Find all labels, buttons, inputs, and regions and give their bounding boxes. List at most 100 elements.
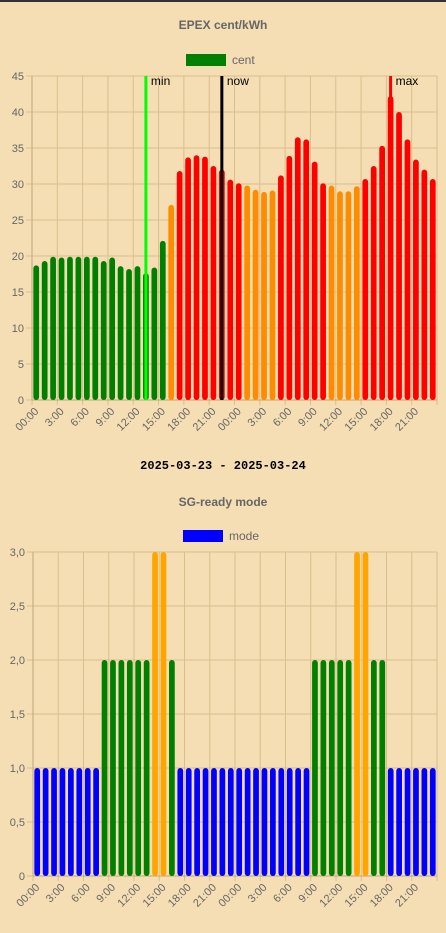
y-tick-label: 0,5 xyxy=(10,817,25,829)
y-tick-label: 0 xyxy=(18,395,24,407)
x-tick-label: 12:00 xyxy=(115,882,143,910)
y-tick-label: 40 xyxy=(12,107,24,119)
bar xyxy=(84,768,91,876)
bar xyxy=(75,256,82,400)
y-tick-label: 3,0 xyxy=(10,547,25,559)
window-top-border xyxy=(0,0,446,2)
bar xyxy=(286,155,293,400)
bar xyxy=(362,178,369,400)
bar xyxy=(345,191,352,400)
date-range: 2025-03-23 - 2025-03-24 xyxy=(140,459,306,473)
bar xyxy=(244,768,251,876)
bar xyxy=(396,768,402,876)
y-tick-label: 20 xyxy=(12,251,24,263)
legend-swatch xyxy=(186,54,226,66)
bar xyxy=(244,185,251,400)
bar xyxy=(421,768,428,876)
bar xyxy=(379,660,386,876)
x-tick-label: 12:00 xyxy=(115,406,143,434)
bar xyxy=(193,155,200,400)
bar xyxy=(261,191,267,400)
x-tick-label: 6:00 xyxy=(69,882,93,906)
bar xyxy=(185,157,191,400)
bar xyxy=(33,265,40,400)
bar xyxy=(160,552,167,876)
bar xyxy=(370,166,377,400)
bar xyxy=(202,768,209,876)
bar xyxy=(270,768,276,876)
x-tick-label: 18:00 xyxy=(368,882,396,910)
bar xyxy=(135,660,142,876)
bar xyxy=(51,768,57,876)
x-tick-label: 15:00 xyxy=(343,882,371,910)
annotation-label-now: now xyxy=(227,74,249,88)
bar xyxy=(236,768,243,876)
y-tick-label: 2,0 xyxy=(10,655,25,667)
bar xyxy=(151,267,158,400)
x-tick-label: 15:00 xyxy=(141,882,169,910)
bar xyxy=(278,768,285,876)
bar xyxy=(110,660,116,876)
bar xyxy=(413,768,419,876)
y-tick-label: 35 xyxy=(12,143,24,155)
bar xyxy=(413,159,419,400)
bar xyxy=(41,261,48,400)
x-tick-label: 18:00 xyxy=(165,406,193,434)
bar xyxy=(100,261,107,400)
bar xyxy=(143,660,150,876)
y-tick-label: 45 xyxy=(12,71,24,83)
bar xyxy=(92,256,99,400)
bar xyxy=(353,186,360,400)
bar xyxy=(235,183,242,400)
bar xyxy=(83,256,90,400)
x-tick-label: 00:00 xyxy=(216,882,244,910)
bar xyxy=(328,660,335,876)
legend-swatch xyxy=(183,530,223,542)
bar xyxy=(59,768,66,876)
bar xyxy=(50,256,56,400)
bar xyxy=(194,768,200,876)
bar xyxy=(311,161,318,400)
x-tick-label: 9:00 xyxy=(296,882,320,906)
bar xyxy=(134,266,141,400)
x-tick-label: 12:00 xyxy=(317,406,345,434)
bar xyxy=(109,257,116,400)
bar xyxy=(67,256,73,400)
y-tick-label: 30 xyxy=(12,179,24,191)
x-tick-label: 18:00 xyxy=(368,406,396,434)
x-tick-label: 21:00 xyxy=(393,406,421,434)
x-tick-label: 00:00 xyxy=(216,406,244,434)
bar xyxy=(211,768,217,876)
bar xyxy=(253,768,259,876)
chart-title: EPEX cent/kWh xyxy=(179,18,268,32)
bar xyxy=(177,768,184,876)
bar xyxy=(185,768,192,876)
y-tick-label: 1,0 xyxy=(10,763,25,775)
bar xyxy=(176,171,183,400)
bar xyxy=(159,240,166,400)
bar xyxy=(219,768,226,876)
x-tick-label: 15:00 xyxy=(342,406,370,434)
bar xyxy=(337,191,343,400)
bar xyxy=(227,179,234,400)
y-tick-label: 10 xyxy=(12,323,24,335)
y-tick-label: 1,5 xyxy=(10,709,25,721)
bar xyxy=(379,145,386,400)
bar xyxy=(68,768,74,876)
bar xyxy=(101,660,108,876)
sg-ready-mode-chart: SG-ready mode mode 0 0,5 1,0 1,5 2,0 2,5 3,0 00:0… xyxy=(10,495,438,910)
x-tick-label: 21:00 xyxy=(393,882,421,910)
bar xyxy=(295,768,301,876)
y-tick-label: 15 xyxy=(12,287,24,299)
x-tick-label: 9:00 xyxy=(296,406,320,430)
bar xyxy=(286,768,293,876)
bar xyxy=(312,660,318,876)
x-tick-label: 3:00 xyxy=(44,882,68,906)
x-tick-label: 9:00 xyxy=(94,406,118,430)
bar xyxy=(278,175,284,400)
bar xyxy=(404,139,411,401)
x-tick-label: 00:00 xyxy=(14,882,42,910)
bar xyxy=(294,137,301,400)
bar xyxy=(169,660,175,876)
bar xyxy=(252,189,259,400)
